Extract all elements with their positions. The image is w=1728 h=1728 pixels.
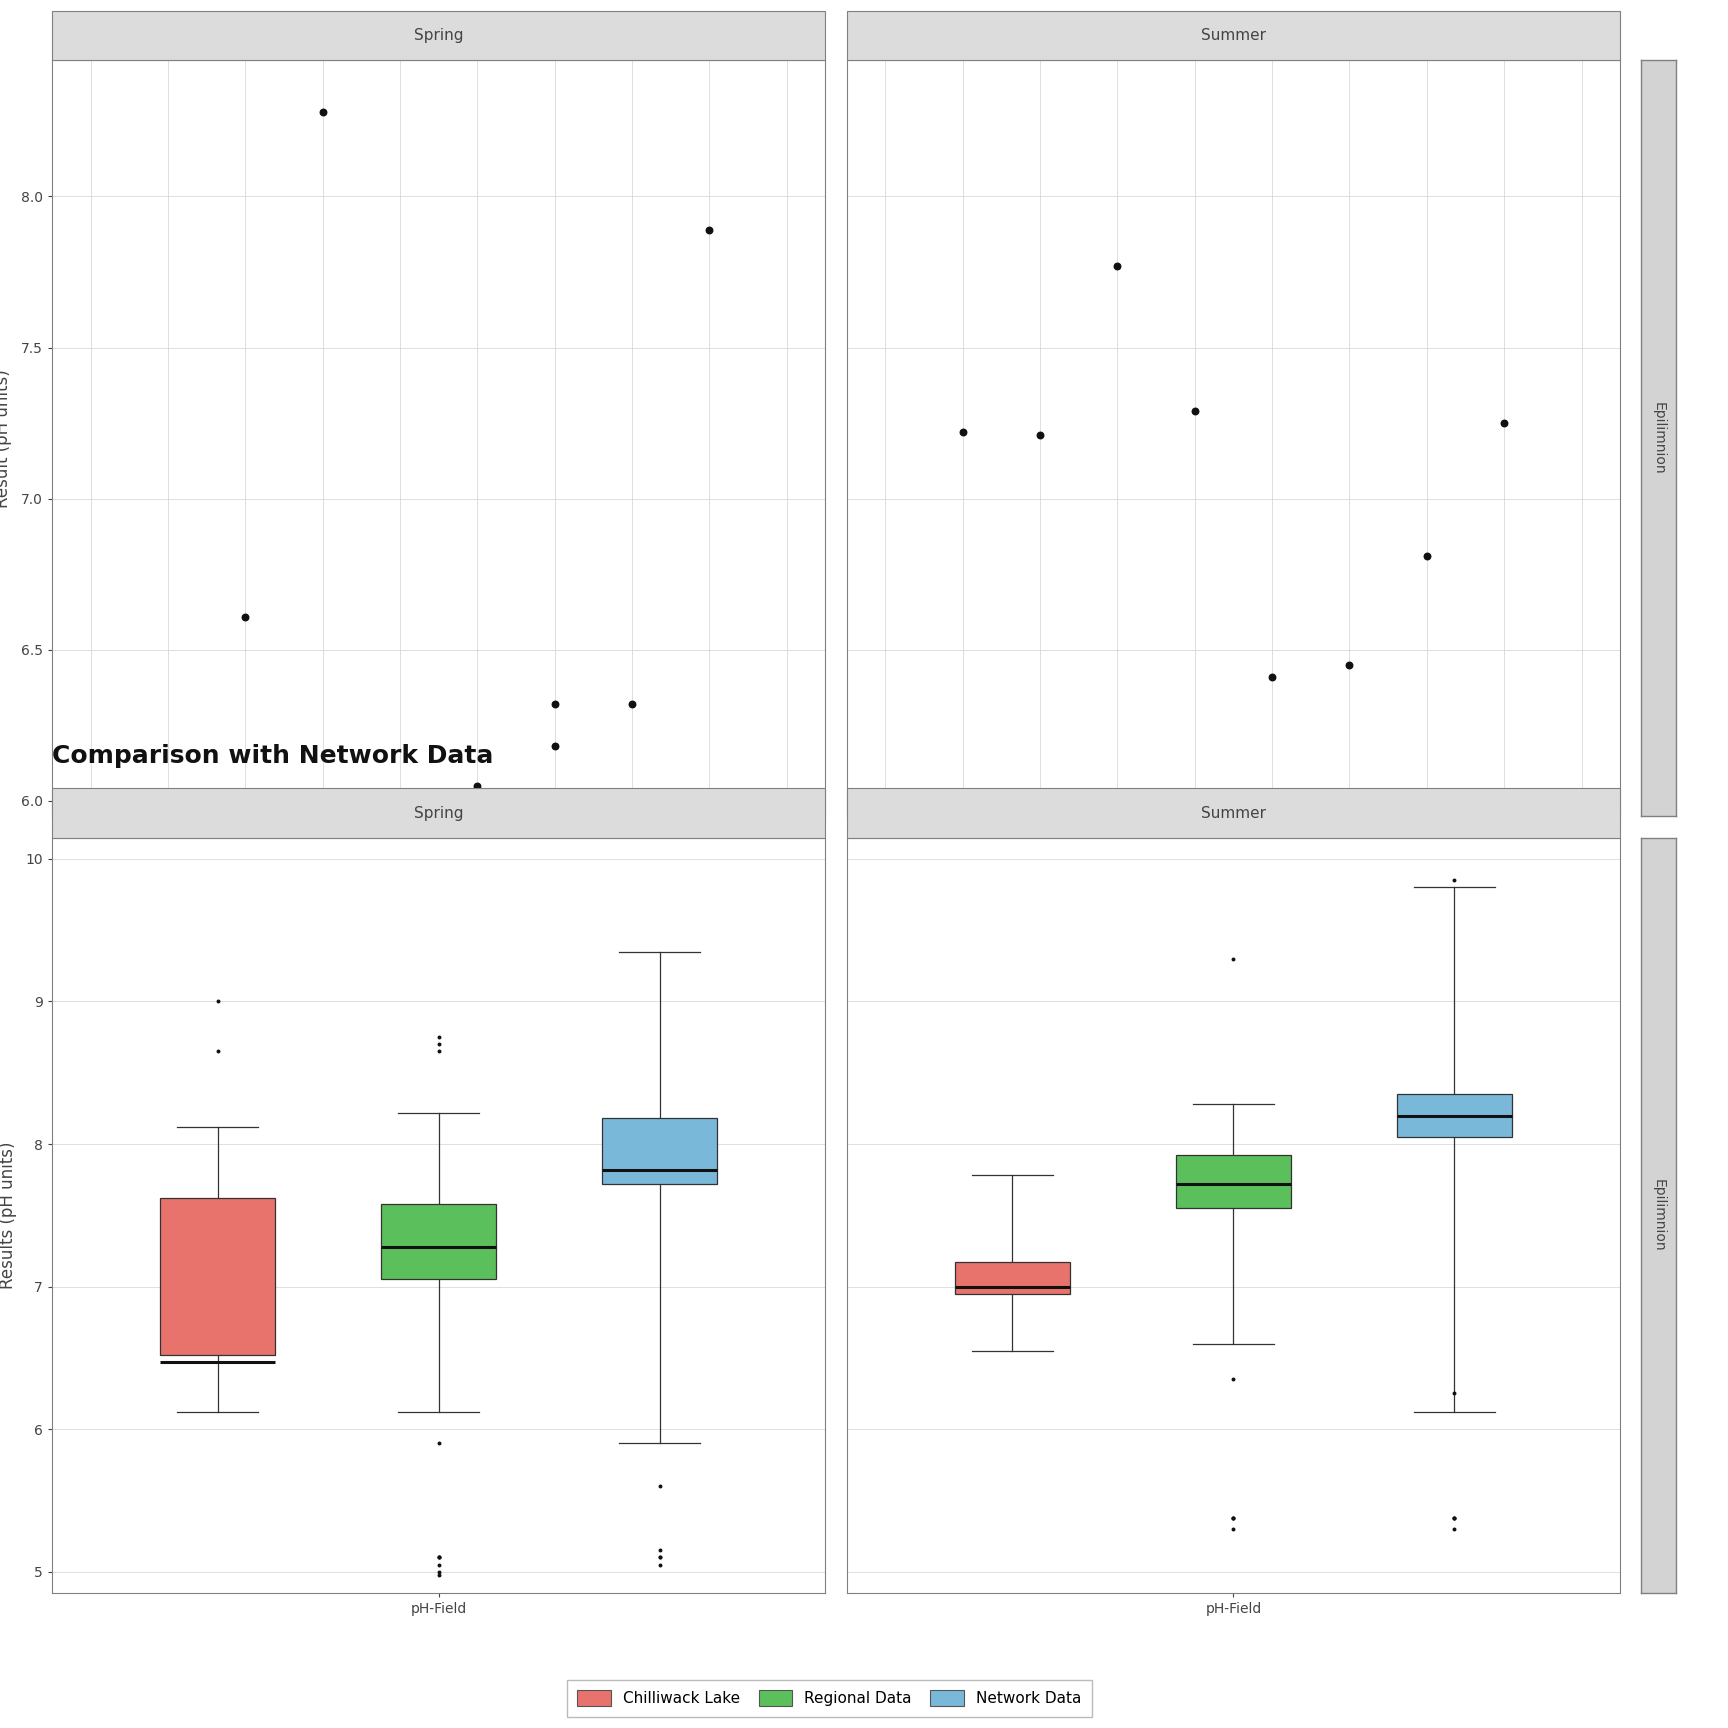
Text: Summer: Summer [1201,805,1267,821]
Point [1026,422,1054,449]
Point [1336,651,1363,679]
Y-axis label: Results (pH units): Results (pH units) [0,1142,17,1289]
Bar [956,1263,1070,1294]
Point [425,1543,453,1571]
Text: Epilimnion: Epilimnion [1652,403,1666,475]
Point [1441,1503,1469,1531]
Point [425,1037,453,1064]
Point [1414,543,1441,570]
Point [425,1560,453,1588]
Bar [603,1118,717,1184]
Point [1490,410,1517,437]
Point [1220,1503,1248,1531]
Point [1220,1365,1248,1393]
Point [1441,1503,1469,1531]
Point [425,1543,453,1571]
Bar [52,12,826,60]
Point [1220,1503,1248,1531]
Point [696,216,724,244]
Point [541,733,569,760]
Point [425,1030,453,1058]
Point [204,1037,232,1064]
Point [1104,252,1132,280]
Point [425,1559,453,1586]
Text: Spring: Spring [415,28,463,43]
Point [425,1429,453,1457]
Point [949,418,976,446]
Point [646,1543,674,1571]
Point [1441,1379,1469,1407]
Bar [52,788,826,838]
Text: Epilimnion: Epilimnion [1652,1178,1666,1251]
Bar [847,12,1621,60]
Point [425,1543,453,1571]
Text: Spring: Spring [415,805,463,821]
Bar [847,788,1621,838]
Bar [161,1198,275,1355]
Point [232,603,259,631]
Point [646,1550,674,1578]
Point [1441,866,1469,893]
Bar [382,1204,496,1279]
Point [1258,664,1286,691]
Point [1441,1503,1469,1531]
Text: Summer: Summer [1201,28,1267,43]
Point [646,1472,674,1500]
Bar [1177,1156,1291,1208]
Text: Comparison with Network Data: Comparison with Network Data [52,743,492,767]
Point [646,1543,674,1571]
Point [646,1536,674,1564]
Point [1441,1515,1469,1543]
Point [309,98,337,126]
Point [541,691,569,719]
Point [425,1023,453,1051]
Point [463,772,491,800]
Bar [1396,1094,1512,1137]
Point [1220,1515,1248,1543]
Legend: Chilliwack Lake, Regional Data, Network Data: Chilliwack Lake, Regional Data, Network … [567,1680,1092,1718]
Point [1220,1503,1248,1531]
Point [425,1550,453,1578]
Point [1220,945,1248,973]
Point [619,691,646,719]
Y-axis label: Result (pH units): Result (pH units) [0,368,12,508]
Point [1180,397,1208,425]
Point [204,988,232,1016]
